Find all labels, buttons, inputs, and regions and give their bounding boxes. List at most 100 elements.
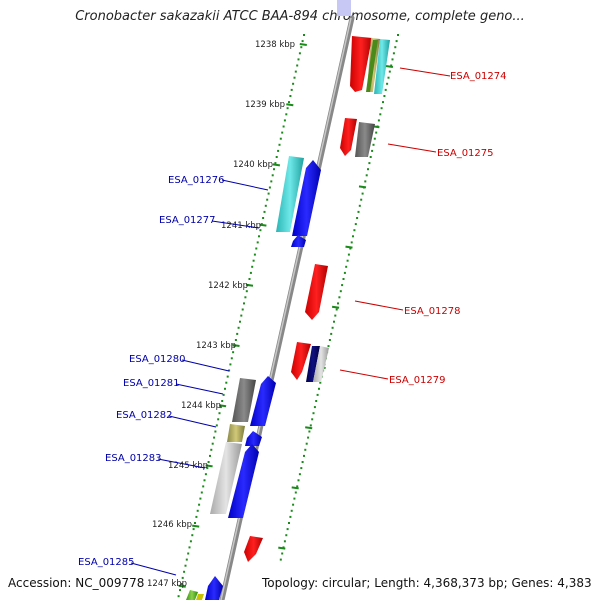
reverse-track-dot — [245, 290, 248, 293]
forward-track-dot — [331, 326, 334, 329]
reverse-track-dot — [288, 101, 290, 104]
forward-track-dot — [313, 406, 316, 409]
gene-ESA_01274[interactable] — [350, 36, 390, 94]
gene-ESA_01280[interactable] — [232, 378, 256, 422]
forward-track-dot — [279, 558, 282, 561]
gene-label-ESA_01282[interactable]: ESA_01282 — [116, 410, 173, 421]
forward-track-dot — [347, 253, 350, 256]
reverse-track-dot — [179, 589, 181, 592]
forward-track-dot — [333, 320, 335, 323]
reverse-track-dot — [200, 491, 203, 494]
gene-label-leader — [211, 220, 260, 229]
forward-track-dot — [371, 149, 374, 152]
kbp-label: 1245 kbp — [168, 461, 208, 471]
forward-track-dot — [315, 400, 318, 402]
forward-track-dot — [357, 210, 360, 213]
forward-tick-track — [278, 34, 399, 561]
gene-ESA_01278[interactable] — [305, 264, 328, 320]
forward-track-dot — [383, 95, 386, 97]
reverse-track-dot — [226, 375, 229, 378]
reverse-track-dot — [281, 131, 284, 134]
gene-partial-bottom-red[interactable] — [244, 536, 263, 562]
forward-track-dot — [395, 40, 398, 43]
gene-label-ESA_01277[interactable]: ESA_01277 — [159, 215, 216, 226]
reverse-track-dot — [229, 363, 232, 366]
gene-label-ESA_01283[interactable]: ESA_01283 — [105, 453, 162, 464]
kbp-label: 1247 kbp — [147, 579, 187, 589]
reverse-track-dot — [264, 204, 267, 207]
forward-track-dot — [297, 479, 300, 482]
gene-ESA_01285[interactable] — [186, 576, 223, 600]
gene-label-leader — [221, 179, 269, 191]
reverse-track-dot — [224, 387, 226, 390]
gene-ESA_01282[interactable] — [227, 424, 262, 446]
forward-major-tick — [358, 185, 367, 189]
reverse-track-dot — [191, 534, 194, 537]
forward-track-dot — [353, 229, 356, 232]
forward-track-dot — [290, 509, 293, 512]
gene-ESA_01279[interactable] — [291, 342, 329, 382]
forward-track-dot — [368, 162, 371, 165]
gene-labels: ESA_01274 ESA_01275 ESA_01278 ESA_01279 ESA_… — [78, 67, 507, 576]
accession-text: Accession: NC_009778 — [8, 576, 145, 590]
gene-label-ESA_01285[interactable]: ESA_01285 — [78, 557, 135, 568]
reverse-track-dot — [271, 174, 274, 177]
forward-track-dot — [379, 113, 382, 116]
gene-label-ESA_01274[interactable]: ESA_01274 — [450, 71, 507, 82]
forward-track-dot — [361, 192, 364, 195]
gene-label-ESA_01279[interactable]: ESA_01279 — [389, 375, 446, 386]
gene-label-leader — [157, 458, 206, 469]
reverse-major-tick — [232, 344, 240, 347]
reverse-track-dot — [278, 143, 281, 146]
reverse-track-dot — [256, 241, 259, 244]
forward-track-dot — [356, 217, 359, 219]
topology-summary: Topology: circular; Length: 4,368,373 bp… — [262, 576, 592, 590]
reverse-track-dot — [184, 564, 187, 567]
gene-label-ESA_01278[interactable]: ESA_01278 — [404, 306, 461, 317]
forward-track-dot — [382, 101, 384, 104]
reverse-track-dot — [270, 180, 273, 183]
gene-ESA_01275[interactable] — [340, 118, 375, 157]
reverse-track-dot — [213, 436, 216, 439]
reverse-track-dot — [221, 400, 224, 402]
reverse-track-dot — [292, 82, 295, 85]
forward-track-dot — [283, 540, 286, 543]
gene-label-ESA_01276[interactable]: ESA_01276 — [168, 175, 225, 186]
gene-ESA_01283[interactable] — [210, 442, 259, 518]
map-title: Cronobacter sakazakii ATCC BAA-894 chrom… — [75, 9, 525, 24]
reverse-track-dot — [255, 247, 258, 250]
gene-ESA_01276[interactable] — [276, 156, 321, 236]
reverse-track-dot — [286, 107, 289, 110]
reverse-track-dot — [275, 156, 278, 158]
gene-ESA_01281[interactable] — [250, 376, 276, 426]
reverse-track-dot — [214, 430, 217, 433]
reverse-track-dot — [196, 509, 199, 512]
reverse-track-dot — [230, 357, 233, 360]
reverse-tick-track — [177, 34, 307, 598]
gene-label-ESA_01275[interactable]: ESA_01275 — [437, 148, 494, 159]
reverse-track-dot — [234, 339, 237, 341]
reverse-track-dot — [273, 168, 275, 171]
gene-ESA_01277[interactable] — [291, 235, 306, 247]
reverse-track-dot — [258, 235, 260, 238]
forward-track-dot — [354, 223, 357, 226]
gene-label-ESA_01281[interactable]: ESA_01281 — [123, 378, 180, 389]
reverse-track-dot — [239, 320, 241, 323]
forward-track-dot — [305, 442, 308, 445]
forward-track-dot — [391, 58, 394, 61]
gene-label-leader — [168, 415, 217, 428]
forward-track-dot — [349, 247, 352, 250]
gene-partial-top[interactable] — [337, 0, 351, 16]
forward-track-dot — [294, 491, 297, 494]
forward-track-dot — [334, 314, 337, 317]
reverse-track-dot — [236, 332, 239, 335]
reverse-track-dot — [241, 308, 244, 311]
reverse-major-tick — [178, 584, 186, 588]
forward-track-dot — [289, 515, 292, 518]
reverse-track-dot — [259, 229, 262, 232]
forward-track-dot — [372, 143, 375, 146]
forward-track-dot — [350, 241, 353, 244]
forward-track-dot — [388, 70, 391, 73]
gene-label-ESA_01280[interactable]: ESA_01280 — [129, 354, 186, 365]
